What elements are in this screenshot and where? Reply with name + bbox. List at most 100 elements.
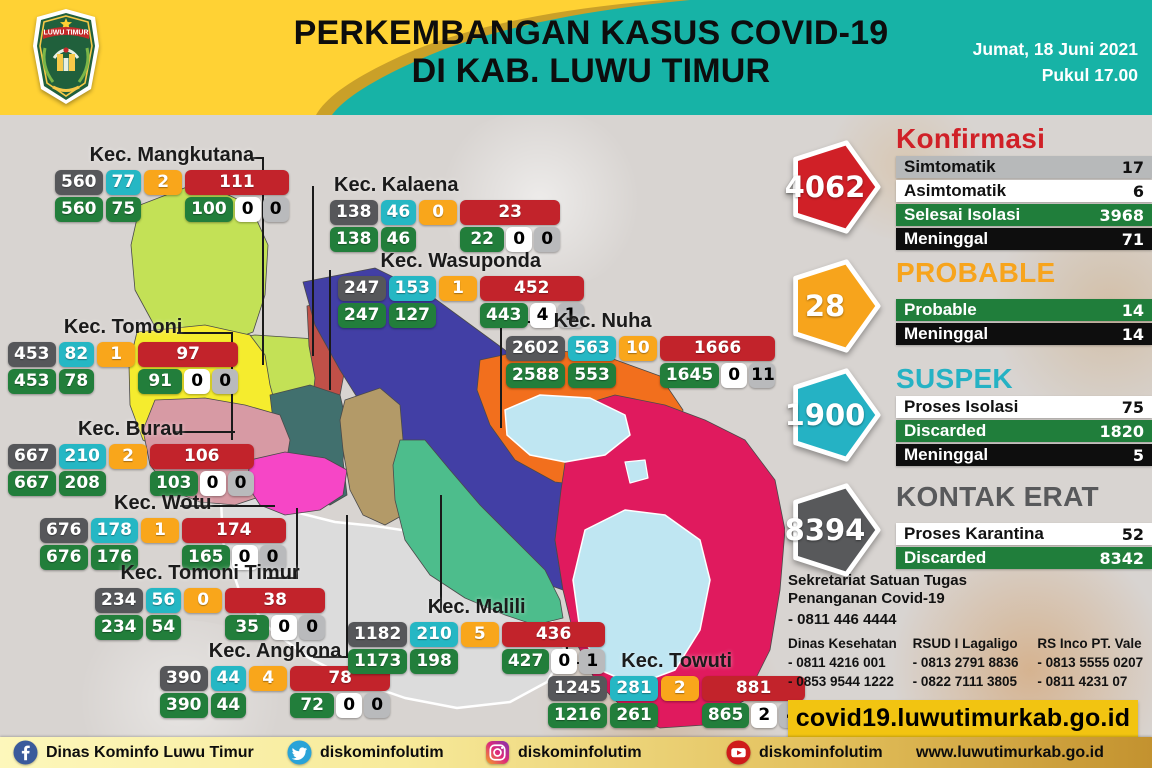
summary-row-label: Proses Karantina — [904, 524, 1044, 544]
twitter-link[interactable]: diskominfolutim — [287, 737, 444, 768]
confirmed-total-box: 1666 — [659, 336, 776, 361]
confirmed-recovered-box: 22 — [460, 227, 505, 252]
contact-total-box: 1245 — [548, 676, 608, 701]
title-line2: DI KAB. LUWU TIMUR — [411, 52, 771, 91]
contact-column: RS Inco PT. Vale - 0813 5555 0207 - 0811… — [1037, 636, 1150, 692]
confirmed-deaths-box: 0 — [364, 693, 391, 718]
suspect-total-box: 563 — [568, 336, 616, 361]
suspect-discarded-box: 261 — [610, 703, 658, 728]
summary-row: Proses Karantina 52 — [896, 523, 1152, 546]
district-label: Kec. Wasuponda — [380, 250, 541, 272]
probable-box: 0 — [419, 200, 458, 225]
suspect-discarded-box: 78 — [58, 369, 95, 394]
summary-rows: Proses Isolasi 75 Discarded 1820 Meningg… — [896, 396, 1152, 467]
secretariat-title: Sekretariat Satuan Tugas Penanganan Covi… — [788, 572, 967, 608]
summary-row-value: 1820 — [1099, 421, 1144, 441]
summary-row-value: 5 — [1132, 445, 1144, 465]
district-block: Kec. Angkona 390 390 44 44 4 78 72 0 0 — [160, 640, 391, 718]
confirmed-deaths-box: 0 — [262, 197, 289, 222]
district-label: Kec. Wotu — [114, 492, 212, 514]
suspect-total-box: 178 — [90, 518, 138, 543]
probable-box: 10 — [618, 336, 657, 361]
summary-badge: 4062 — [785, 139, 882, 235]
title-line1: PERKEMBANGAN KASUS COVID-19 — [293, 14, 889, 52]
contact-discarded-box: 676 — [40, 545, 88, 570]
summary-row: Simtomatik 17 — [896, 156, 1152, 179]
contact-discarded-box: 560 — [55, 197, 103, 222]
website-link[interactable]: www.luwutimurkab.go.id — [916, 737, 1104, 768]
confirmed-total-box: 23 — [460, 200, 561, 225]
covid-website-banner[interactable]: covid19.luwutimurkab.go.id — [788, 699, 1138, 737]
contact-phone: - 0853 9544 1222 — [788, 674, 894, 690]
pentagon-icon — [793, 368, 881, 462]
summary-row-value: 75 — [1121, 397, 1144, 417]
header-datetime: Jumat, 18 Juni 2021 Pukul 17.00 — [973, 36, 1138, 89]
district-stats: 1245 1216 281 261 2 881 865 2 4 — [548, 676, 806, 728]
instagram-link[interactable]: diskominfolutim — [485, 737, 642, 768]
confirmed-active-box: 0 — [271, 615, 298, 640]
header-wave — [0, 0, 690, 115]
confirmed-total-box: 97 — [138, 342, 239, 367]
suspect-total-box: 56 — [145, 588, 182, 613]
summary-row-value: 71 — [1121, 229, 1144, 249]
confirmed-deaths-box: 11 — [749, 363, 776, 388]
summary-badge: 8394 — [785, 482, 882, 578]
summary-rows: Probable 14 Meninggal 14 — [896, 299, 1152, 354]
twitter-handle: diskominfolutim — [320, 743, 444, 761]
suspect-discarded-box: 176 — [90, 545, 138, 570]
district-block: Kec. Burau 667 667 210 208 2 106 103 0 0 — [8, 418, 254, 496]
contact-discarded-box: 2588 — [506, 363, 566, 388]
summary-row-value: 3968 — [1099, 205, 1144, 225]
district-stats: 453 453 82 78 1 97 91 0 0 — [8, 342, 239, 394]
confirmed-active-box: 4 — [529, 303, 556, 328]
summary-row-label: Simtomatik — [904, 157, 996, 177]
confirmed-recovered-box: 443 — [480, 303, 528, 328]
contact-total-box: 667 — [8, 444, 56, 469]
contact-phone: - 0811 4231 07 — [1037, 674, 1128, 690]
confirmed-total-box: 174 — [182, 518, 286, 543]
district-block: Kec. Nuha 2602 2588 563 553 10 1666 1645… — [506, 310, 776, 388]
suspect-discarded-box: 46 — [380, 227, 417, 252]
confirmed-recovered-box: 35 — [225, 615, 270, 640]
suspect-discarded-box: 553 — [568, 363, 616, 388]
summary-row: Meninggal 5 — [896, 444, 1152, 467]
summary-row: Meninggal 14 — [896, 323, 1152, 346]
summary-row-value: 8342 — [1099, 548, 1144, 568]
contact-discarded-box: 234 — [95, 615, 143, 640]
luwu-timur-logo: LUWU TIMUR — [33, 9, 99, 104]
contact-total-box: 560 — [55, 170, 103, 195]
summary-badge-count: 1900 — [784, 398, 866, 433]
district-stats: 390 390 44 44 4 78 72 0 0 — [160, 666, 391, 718]
contact-total-box: 453 — [8, 342, 56, 367]
instagram-icon — [485, 740, 510, 765]
summary-row-value: 6 — [1132, 181, 1144, 201]
probable-box: 4 — [249, 666, 288, 691]
district-label: Kec. Mangkutana — [89, 144, 255, 166]
facebook-link[interactable]: Dinas Kominfo Luwu Timur — [13, 737, 254, 768]
summary-row: Meninggal 71 — [896, 228, 1152, 251]
contact-total-box: 1182 — [348, 622, 408, 647]
summary-row-value: 14 — [1121, 324, 1144, 344]
summary-badge: 1900 — [784, 367, 882, 463]
contact-column: RSUD I Lagaligo - 0813 2791 8836 - 0822 … — [913, 636, 1026, 692]
district-label: Kec. Malili — [427, 596, 526, 618]
confirmed-total-box: 38 — [225, 588, 326, 613]
summary-row: Asimtomatik 6 — [896, 180, 1152, 203]
confirmed-total-box: 106 — [150, 444, 254, 469]
summary-row-label: Asimtomatik — [904, 181, 1007, 201]
suspect-discarded-box: 198 — [410, 649, 458, 674]
instagram-handle: diskominfolutim — [518, 743, 642, 761]
confirmed-deaths-box: 0 — [299, 615, 326, 640]
district-stats: 676 676 178 176 1 174 165 0 0 — [40, 518, 286, 570]
contact-total-box: 676 — [40, 518, 88, 543]
district-stats: 138 138 46 46 0 23 22 0 0 — [330, 200, 561, 252]
confirmed-active-box: 0 — [551, 649, 578, 674]
youtube-link[interactable]: diskominfolutim — [726, 737, 883, 768]
contact-total-box: 138 — [330, 200, 378, 225]
district-label: Kec. Burau — [77, 418, 184, 440]
contact-phone: - 0822 7111 3805 — [912, 674, 1018, 690]
confirmed-total-box: 881 — [701, 676, 806, 701]
confirmed-recovered-box: 1645 — [659, 363, 720, 388]
summary-rows: Simtomatik 17 Asimtomatik 6 Selesai Isol… — [896, 156, 1152, 251]
summary-card: 28 PROBABLE Probable 14 Meninggal 14 — [786, 258, 1152, 354]
